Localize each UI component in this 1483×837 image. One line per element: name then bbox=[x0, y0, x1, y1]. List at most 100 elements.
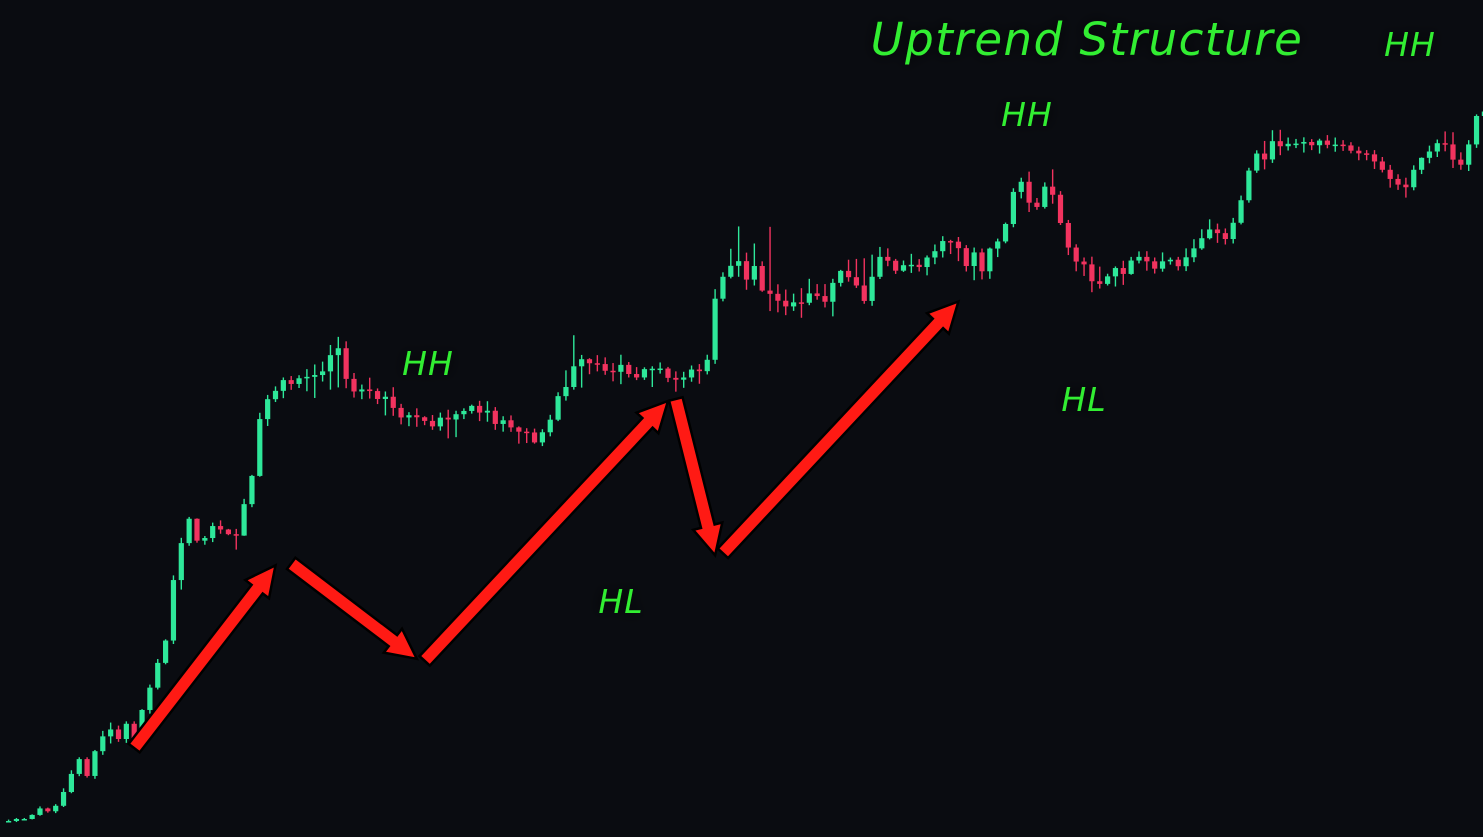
candle bbox=[665, 366, 671, 383]
candle bbox=[1222, 228, 1228, 245]
candle bbox=[29, 814, 35, 820]
candle bbox=[673, 371, 679, 392]
candle-body bbox=[1112, 268, 1119, 277]
candle-body bbox=[76, 759, 82, 774]
candle bbox=[108, 722, 114, 744]
candle-body bbox=[775, 293, 781, 301]
candle-body bbox=[1057, 194, 1064, 223]
candle-body bbox=[853, 277, 859, 286]
candle bbox=[1403, 177, 1409, 198]
candle bbox=[1458, 152, 1464, 170]
candle bbox=[1364, 150, 1370, 161]
candle-body bbox=[885, 256, 891, 261]
candle-body bbox=[1348, 145, 1354, 151]
candle-body bbox=[681, 377, 687, 380]
candle bbox=[225, 528, 231, 536]
candle-body bbox=[406, 415, 412, 418]
candle-body bbox=[1183, 257, 1189, 267]
candle-body bbox=[1050, 186, 1056, 195]
candle-body bbox=[163, 640, 169, 663]
candle bbox=[1277, 129, 1283, 156]
candle-body bbox=[736, 261, 742, 266]
candle bbox=[1309, 139, 1315, 151]
candle-body bbox=[335, 348, 341, 356]
candle bbox=[312, 364, 318, 398]
candle bbox=[123, 721, 129, 743]
candle bbox=[1089, 256, 1095, 293]
candle bbox=[484, 401, 491, 422]
candle-body bbox=[657, 368, 663, 371]
candle bbox=[1262, 140, 1268, 170]
candle bbox=[1442, 131, 1448, 152]
candle-body bbox=[1097, 281, 1103, 284]
candle bbox=[1034, 198, 1040, 210]
candle bbox=[688, 365, 695, 382]
candle bbox=[822, 284, 828, 308]
candle-body bbox=[1026, 181, 1032, 203]
candle-body bbox=[602, 364, 608, 371]
candle-body bbox=[704, 359, 710, 372]
candle-body bbox=[469, 405, 475, 411]
candle bbox=[712, 289, 718, 364]
candle bbox=[280, 377, 286, 399]
candle bbox=[626, 362, 632, 378]
candle bbox=[649, 366, 655, 388]
candle-body bbox=[728, 265, 734, 277]
candle bbox=[414, 408, 420, 427]
candle-body bbox=[547, 419, 553, 433]
candle-body bbox=[147, 687, 153, 710]
candle-body bbox=[92, 751, 98, 776]
candle-body bbox=[320, 371, 326, 376]
candle-body bbox=[641, 369, 648, 378]
candle-body bbox=[265, 399, 271, 420]
candle bbox=[1293, 138, 1299, 149]
candle-body bbox=[225, 529, 231, 535]
candle bbox=[861, 258, 867, 304]
candle-body bbox=[382, 396, 388, 399]
candle-body bbox=[712, 298, 718, 360]
candle-body bbox=[720, 276, 726, 299]
candle-body bbox=[45, 808, 51, 812]
candle-body bbox=[634, 374, 640, 378]
candle-body bbox=[1128, 260, 1134, 274]
candle bbox=[900, 260, 907, 272]
candle-body bbox=[1340, 144, 1346, 147]
candle bbox=[1481, 111, 1483, 116]
candle bbox=[1152, 257, 1158, 274]
candle-body bbox=[822, 296, 828, 302]
candle-body bbox=[1120, 268, 1126, 274]
candle bbox=[1136, 251, 1142, 264]
candle-body bbox=[1442, 143, 1448, 145]
candle bbox=[6, 819, 12, 823]
candle-body bbox=[987, 248, 993, 272]
candle-body bbox=[1034, 202, 1040, 207]
candle bbox=[422, 416, 428, 426]
candle bbox=[1348, 142, 1354, 154]
candle bbox=[853, 258, 859, 288]
trend-arrow bbox=[285, 556, 420, 661]
candle bbox=[791, 293, 797, 311]
candle-body bbox=[1159, 261, 1166, 269]
candle-body bbox=[1316, 140, 1323, 146]
candle bbox=[367, 377, 373, 399]
candle-body bbox=[877, 256, 883, 277]
candle-body bbox=[422, 417, 428, 421]
candle bbox=[845, 259, 852, 282]
candle-body bbox=[767, 290, 773, 294]
candle-body bbox=[1395, 178, 1401, 185]
candle-body bbox=[1010, 191, 1016, 224]
candle bbox=[398, 403, 404, 425]
candle bbox=[1316, 138, 1323, 154]
candle bbox=[453, 410, 459, 438]
candle-body bbox=[618, 364, 624, 372]
candle-body bbox=[571, 366, 577, 388]
candle bbox=[233, 528, 239, 550]
candle-body bbox=[1238, 200, 1244, 223]
candle-body bbox=[68, 773, 74, 792]
candle bbox=[45, 807, 51, 813]
candle bbox=[100, 730, 106, 755]
candle bbox=[798, 288, 805, 318]
candle bbox=[524, 428, 530, 444]
candle-body bbox=[665, 368, 671, 378]
trend-arrow bbox=[716, 299, 961, 560]
